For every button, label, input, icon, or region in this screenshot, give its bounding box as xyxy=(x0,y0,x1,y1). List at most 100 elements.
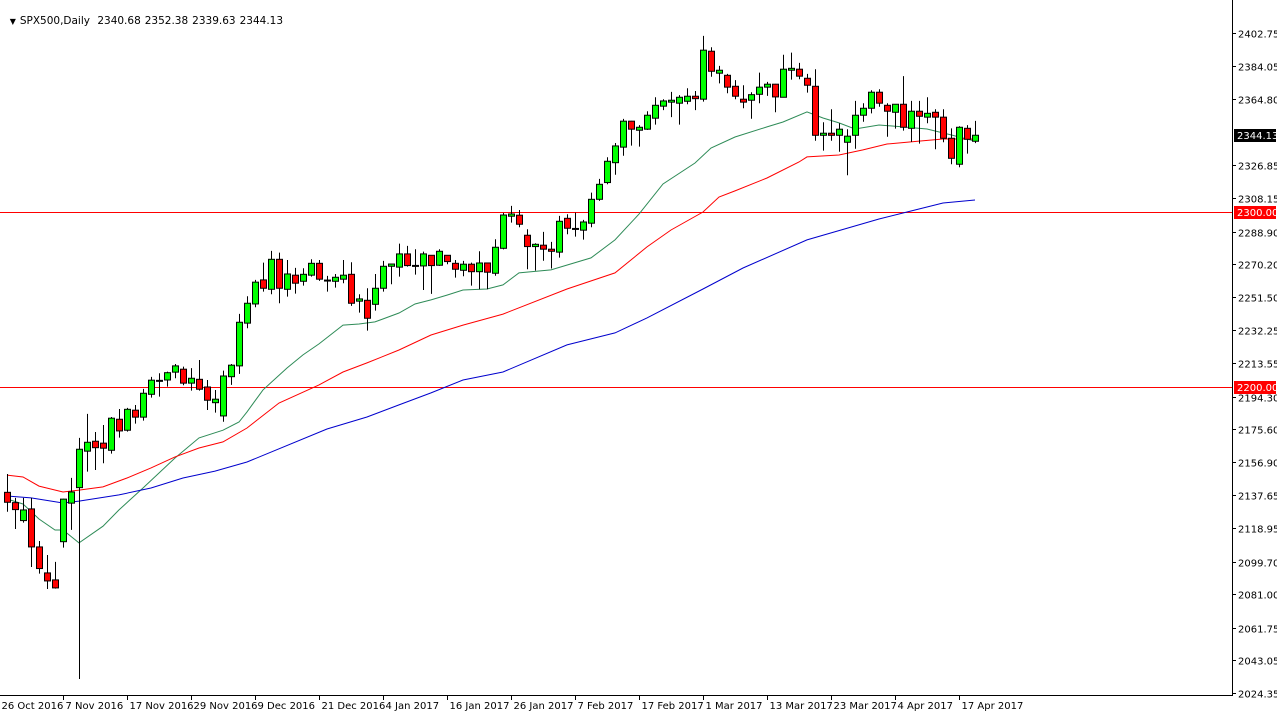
bearish-candle-body xyxy=(92,440,99,449)
bullish-candle-body xyxy=(244,302,251,324)
bearish-candle-body xyxy=(932,111,939,118)
candle xyxy=(452,260,459,278)
time-tick-label: 21 Dec 2016 xyxy=(322,701,386,712)
bearish-candle-body xyxy=(44,572,51,582)
bullish-candle-body xyxy=(852,114,859,136)
bullish-candle-body xyxy=(108,417,115,451)
candle xyxy=(620,118,627,156)
bearish-candle-body xyxy=(940,116,947,139)
bearish-candle-body xyxy=(12,502,19,511)
price-tick-label: 2270.20 xyxy=(1238,261,1277,272)
bullish-candle-body xyxy=(556,220,563,253)
time-tick-label: 17 Nov 2016 xyxy=(130,701,194,712)
bullish-candle-body xyxy=(492,246,499,274)
bearish-candle-body xyxy=(276,258,283,289)
candle xyxy=(420,251,427,291)
chart-header: ▼ SPX500,Daily 2340.68 2352.38 2339.63 2344.… xyxy=(3,3,287,27)
time-tick-label: 9 Dec 2016 xyxy=(258,701,316,712)
time-tick-label: 17 Feb 2017 xyxy=(642,701,704,712)
candle xyxy=(460,260,467,277)
candle xyxy=(396,243,403,277)
time-tick-label: 7 Nov 2016 xyxy=(66,701,124,712)
candle xyxy=(308,259,315,277)
candle xyxy=(260,262,267,292)
price-tick-label: 2213.55 xyxy=(1238,360,1277,371)
candle xyxy=(740,85,747,109)
candle xyxy=(468,262,475,286)
price-axis[interactable]: 2402.75 2384.05 2364.80 2326.85 2308.15 2288.… xyxy=(1232,30,1277,701)
triangle-down-icon[interactable]: ▼ xyxy=(9,17,16,26)
bullish-candle-body xyxy=(380,265,387,289)
moving-averages xyxy=(6,111,976,544)
candle xyxy=(196,359,203,391)
candle xyxy=(788,52,795,80)
candle xyxy=(684,88,691,105)
bullish-candle-body xyxy=(356,298,363,302)
bullish-candle-body xyxy=(220,375,227,417)
candle xyxy=(708,47,715,77)
candle xyxy=(588,192,595,228)
bullish-candle-body xyxy=(372,287,379,305)
ohlc-high: 2352.38 xyxy=(144,15,189,27)
bullish-candle-body xyxy=(388,263,395,267)
candle xyxy=(564,214,571,235)
bearish-candle-body xyxy=(204,386,211,401)
bearish-candle-body xyxy=(52,579,59,589)
bearish-candle-body xyxy=(524,234,531,248)
bullish-candle-body xyxy=(756,86,763,95)
bullish-candle-body xyxy=(476,262,483,273)
bearish-candle-body xyxy=(572,227,579,230)
time-tick-label: 26 Oct 2016 xyxy=(2,701,64,712)
candle xyxy=(476,251,483,290)
price-tick-label: 2099.70 xyxy=(1238,559,1277,570)
bullish-candle-body xyxy=(956,126,963,165)
candle xyxy=(596,178,603,201)
candle xyxy=(484,262,491,290)
candle xyxy=(604,157,611,185)
candle xyxy=(652,97,659,125)
candle xyxy=(340,260,347,284)
time-axis[interactable]: 26 Oct 2016 7 Nov 2016 17 Nov 2016 29 Nov 2… xyxy=(0,695,1023,712)
candle xyxy=(812,69,819,141)
candle xyxy=(292,267,299,294)
candle xyxy=(892,103,899,129)
candle xyxy=(364,288,371,331)
bullish-candle-body xyxy=(588,198,595,224)
bullish-candle-body xyxy=(228,364,235,378)
bearish-candle-body xyxy=(740,98,747,103)
bearish-candle-body xyxy=(540,244,547,250)
candle xyxy=(916,100,923,144)
candle xyxy=(804,73,811,93)
bullish-candle-body xyxy=(596,183,603,200)
candle xyxy=(900,76,907,131)
bearish-candle-body xyxy=(260,279,267,289)
price-tick-label: 2043.05 xyxy=(1238,657,1277,668)
candle xyxy=(748,92,755,119)
candle xyxy=(108,416,115,454)
bullish-candle-body xyxy=(340,274,347,280)
bullish-candle-body xyxy=(668,99,675,103)
bearish-candle-body xyxy=(516,214,523,225)
bullish-candle-body xyxy=(76,448,83,489)
candle xyxy=(36,540,43,574)
candle xyxy=(548,241,555,269)
bullish-candle-body xyxy=(788,67,795,71)
price-tick-label: 2024.35 xyxy=(1238,690,1277,701)
candle xyxy=(932,109,939,150)
bullish-candle-body xyxy=(148,379,155,395)
price-tick-label: 2326.85 xyxy=(1238,162,1277,173)
candle xyxy=(972,120,979,144)
candle xyxy=(52,561,59,589)
moving-average-line xyxy=(6,111,976,544)
bearish-candle-body xyxy=(732,85,739,97)
bullish-candle-body xyxy=(820,132,827,136)
bullish-candle-body xyxy=(748,94,755,101)
candle xyxy=(844,129,851,176)
bullish-candle-body xyxy=(332,276,339,282)
bullish-candle-body xyxy=(604,160,611,184)
bullish-candle-body xyxy=(644,114,651,130)
current-price-label-box xyxy=(1234,129,1276,142)
candle xyxy=(780,54,787,98)
time-tick-label: 17 Apr 2017 xyxy=(962,701,1024,712)
